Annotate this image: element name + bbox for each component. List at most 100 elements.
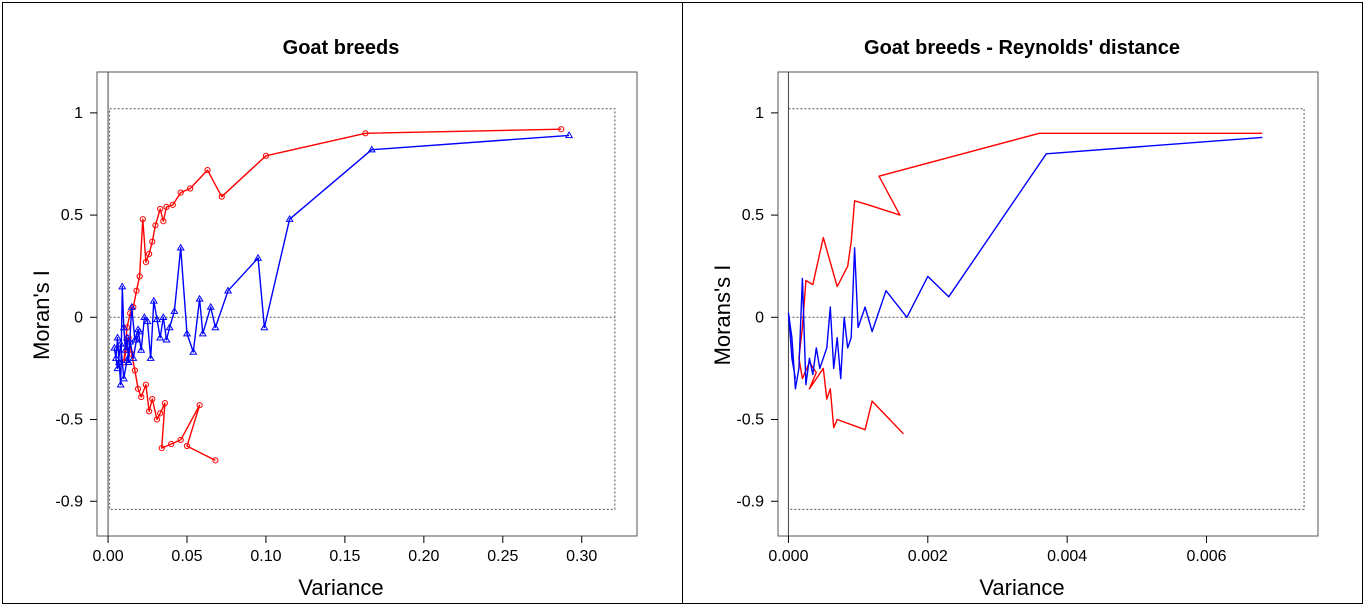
series-line-red	[798, 132, 1263, 435]
data-point-triangle	[260, 323, 269, 331]
data-point-triangle	[116, 380, 125, 388]
data-point-triangle	[253, 253, 263, 261]
data-point-triangle	[119, 323, 128, 331]
data-point-circle	[138, 393, 145, 401]
y-tick-label: 1	[74, 105, 83, 122]
data-point-triangle	[170, 306, 179, 314]
data-point-triangle	[121, 345, 130, 353]
data-point-circle	[218, 193, 225, 200]
series-line-red	[123, 128, 562, 462]
data-point-triangle	[111, 353, 121, 361]
x-tick-label: 0.25	[487, 548, 518, 565]
data-point-circle	[149, 395, 156, 403]
x-tick-label: 0.002	[908, 548, 948, 565]
data-point-triangle	[176, 243, 185, 251]
y-tick-label: 0.5	[61, 207, 83, 224]
x-axis-label: Variance	[979, 575, 1064, 600]
data-point-triangle	[118, 282, 127, 290]
x-tick-label: 0.15	[329, 548, 360, 565]
data-point-triangle	[140, 313, 149, 321]
data-point-triangle	[149, 296, 158, 304]
data-point-triangle	[126, 337, 135, 345]
data-point-triangle	[159, 313, 168, 321]
data-point-triangle	[116, 339, 125, 347]
data-point-triangle	[137, 345, 146, 353]
data-point-circle	[212, 457, 219, 464]
data-point-circle	[158, 445, 165, 452]
data-point-triangle	[122, 356, 132, 363]
chart-goat-breeds: Goat breeds Variance Moran's I 0.00 0.05 0…	[29, 37, 638, 600]
data-point-triangle	[132, 335, 141, 343]
data-point-circle	[142, 258, 150, 266]
y-tick-label: -0.5	[55, 411, 83, 428]
data-point-triangle	[143, 317, 152, 325]
data-point-circle	[157, 410, 164, 417]
data-point-circle	[558, 126, 565, 133]
data-point-circle	[136, 273, 143, 280]
data-point-circle	[157, 205, 164, 213]
data-point-triangle	[182, 329, 192, 337]
data-point-triangle	[146, 353, 155, 361]
x-axis-label: Variance	[298, 575, 383, 600]
data-point-triangle	[211, 323, 220, 331]
data-point-circle	[133, 287, 140, 294]
y-tick-label: 1	[755, 105, 764, 122]
data-point-triangle	[115, 358, 124, 365]
y-tick-label: 0	[74, 309, 83, 326]
data-point-circle	[160, 218, 167, 225]
chart-goat-breeds-reynolds: Goat breeds - Reynolds' distance Varianc…	[710, 37, 1319, 600]
data-point-triangle	[189, 347, 198, 355]
plot-border	[96, 71, 638, 537]
x-tick-label: 0.30	[566, 548, 597, 565]
chart-title: Goat breeds	[283, 37, 400, 59]
data-point-circle	[196, 402, 203, 409]
x-tick-label: 0.00	[92, 548, 123, 565]
data-point-circle	[187, 185, 194, 192]
x-tick-label: 0.05	[171, 548, 202, 565]
data-point-triangle	[119, 374, 128, 382]
data-point-circle	[146, 250, 153, 258]
data-point-triangle	[113, 364, 122, 372]
series-line-blue	[787, 136, 1263, 390]
reference-box	[109, 108, 616, 510]
data-point-triangle	[156, 333, 165, 341]
data-point-circle	[262, 152, 270, 159]
data-point-circle	[152, 222, 159, 229]
data-point-triangle	[127, 302, 136, 310]
data-point-circle	[168, 440, 175, 448]
x-tick-label: 0.000	[768, 548, 808, 565]
data-point-triangle	[162, 335, 171, 343]
data-point-circle	[146, 408, 153, 415]
series-line-blue	[113, 134, 570, 386]
data-point-circle	[161, 400, 168, 407]
data-point-triangle	[110, 343, 119, 351]
data-point-circle	[139, 216, 146, 223]
data-point-circle	[362, 130, 369, 137]
plot-border	[777, 71, 1319, 537]
data-point-circle	[134, 385, 142, 392]
x-tick-label: 0.20	[408, 548, 439, 565]
data-point-circle	[204, 167, 211, 174]
y-tick-label: -0.9	[736, 493, 764, 510]
y-tick-label: -0.9	[55, 493, 83, 510]
data-point-circle	[131, 367, 138, 374]
data-point-triangle	[152, 315, 162, 323]
data-point-circle	[169, 201, 176, 208]
data-point-circle	[177, 189, 184, 196]
chart-title: Goat breeds - Reynolds' distance	[864, 37, 1180, 59]
x-tick-label: 0.10	[250, 548, 281, 565]
data-point-circle	[142, 381, 150, 388]
data-point-circle	[149, 238, 156, 245]
data-point-triangle	[198, 329, 207, 337]
data-point-circle	[153, 416, 161, 423]
data-point-triangle	[113, 333, 122, 341]
y-tick-label: -0.5	[736, 411, 764, 428]
data-point-triangle	[135, 327, 144, 335]
y-axis-label: Morans's I	[710, 265, 735, 366]
data-point-circle	[183, 442, 191, 450]
data-point-triangle	[565, 131, 574, 139]
data-point-triangle	[165, 323, 174, 331]
panel-divider	[682, 2, 683, 604]
data-point-triangle	[129, 353, 138, 361]
data-point-triangle	[195, 294, 204, 302]
